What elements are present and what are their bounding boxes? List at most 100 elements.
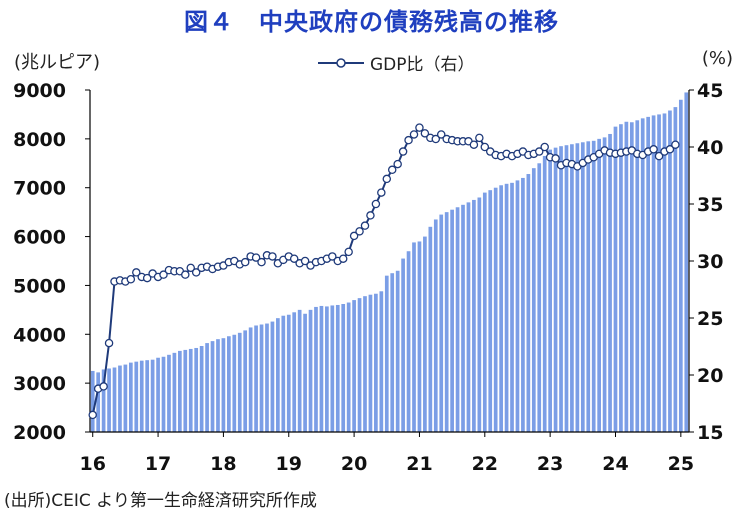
bar-debt [515,180,520,432]
bar-debt [254,325,258,432]
gdp-ratio-point [671,140,680,149]
bar-debt [651,115,656,432]
gdp-ratio-point [355,227,364,236]
x-tick-label: 18 [210,453,236,475]
gdp-ratio-point [393,159,402,169]
x-tick-label: 20 [341,453,367,475]
x-tick-label: 17 [145,453,171,475]
gdp-ratio-point [469,140,479,149]
bar-debt [678,99,683,433]
bar-debt [341,303,346,432]
gdp-ratio-point [540,142,549,152]
bar-debt [259,324,264,432]
bar-debt [297,309,302,432]
gdp-ratio-point [88,410,97,420]
bar-debt [216,339,220,432]
right-tick-label: 35 [697,194,723,216]
gdp-ratio-point [191,268,201,277]
bar-debt [488,190,493,432]
bar-debt [221,338,226,432]
bar-debt [461,204,465,432]
bar-debt [101,369,106,432]
bar-debt [586,141,591,433]
bar-debt [526,174,531,432]
gdp-ratio-point [99,382,108,391]
bar-debt [96,372,101,432]
bar-debt [352,300,356,432]
gdp-ratio-point [420,129,430,138]
left-tick-label: 8000 [13,129,66,151]
gdp-ratio-point [480,142,490,152]
bar-debt [178,350,182,432]
bar-debt [330,305,335,432]
bar-debt [270,321,275,432]
gdp-ratio-point [404,135,413,145]
bar-debt [265,323,269,432]
bar-debt [145,360,150,432]
bar-debt [128,362,133,432]
bar-debt [248,327,253,432]
bar-debt [194,347,199,432]
bar-debt [123,364,128,432]
gdp-ratio-point [665,145,675,154]
bar-debt [553,147,558,432]
bar-debt [134,361,139,432]
gdp-ratio-point [186,263,195,273]
bar-debt [504,183,509,432]
bar-debt [477,197,482,432]
bar-debt [325,306,329,432]
right-tick-label: 15 [697,422,723,444]
bar-debt [210,341,215,432]
bar-debt [640,118,645,432]
bar-debt [379,291,384,432]
bar-debt [412,242,416,432]
bar-debt [183,349,188,432]
bar-debt [292,312,297,432]
bar-debt [668,110,672,433]
gdp-ratio-point [300,256,310,266]
bar-debt [662,113,667,432]
gdp-ratio-point [251,253,261,262]
gdp-ratio-point [366,211,375,220]
bar-debt [613,126,618,432]
bar-debt [646,116,651,433]
bar-debt [472,199,476,432]
gdp-ratio-point [431,134,441,144]
bar-debt [286,314,291,432]
bar-debt [227,336,231,432]
bar-debt [450,209,454,432]
gdp-ratio-point [377,188,386,197]
bar-debt [575,143,580,432]
bar-debt [161,356,166,432]
right-tick-label: 25 [697,308,723,330]
gdp-ratio-point [344,247,353,257]
bar-debt [455,207,460,432]
right-tick-label: 45 [697,80,723,102]
bar-debt [624,121,629,432]
gdp-ratio-point [159,270,168,279]
gdp-ratio-point [654,151,664,161]
bar-debt [428,226,433,432]
bar-debt [493,187,498,432]
bar-debt [406,251,411,432]
bar-debt [629,122,634,432]
bar-debt [303,313,307,432]
bar-debt [357,298,362,432]
bar-debt [172,352,177,432]
bar-debt [346,302,351,432]
gdp-ratio-point [360,221,370,230]
bar-debt [199,346,204,432]
bar-debt [395,270,400,432]
bar-debt [112,367,117,432]
bar-debt [314,306,318,432]
chart-title: 図４ 中央政府の債務残高の推移 [184,8,559,36]
right-tick-label: 20 [697,365,723,387]
x-tick-label: 16 [79,453,105,475]
bar-debt [368,294,373,432]
source-note: (出所)CEIC より第一生命経済研究所作成 [4,491,317,511]
x-tick-label: 24 [602,453,628,475]
left-tick-label: 6000 [13,227,66,249]
bar-debt [417,241,422,432]
left-tick-label: 5000 [13,275,66,297]
